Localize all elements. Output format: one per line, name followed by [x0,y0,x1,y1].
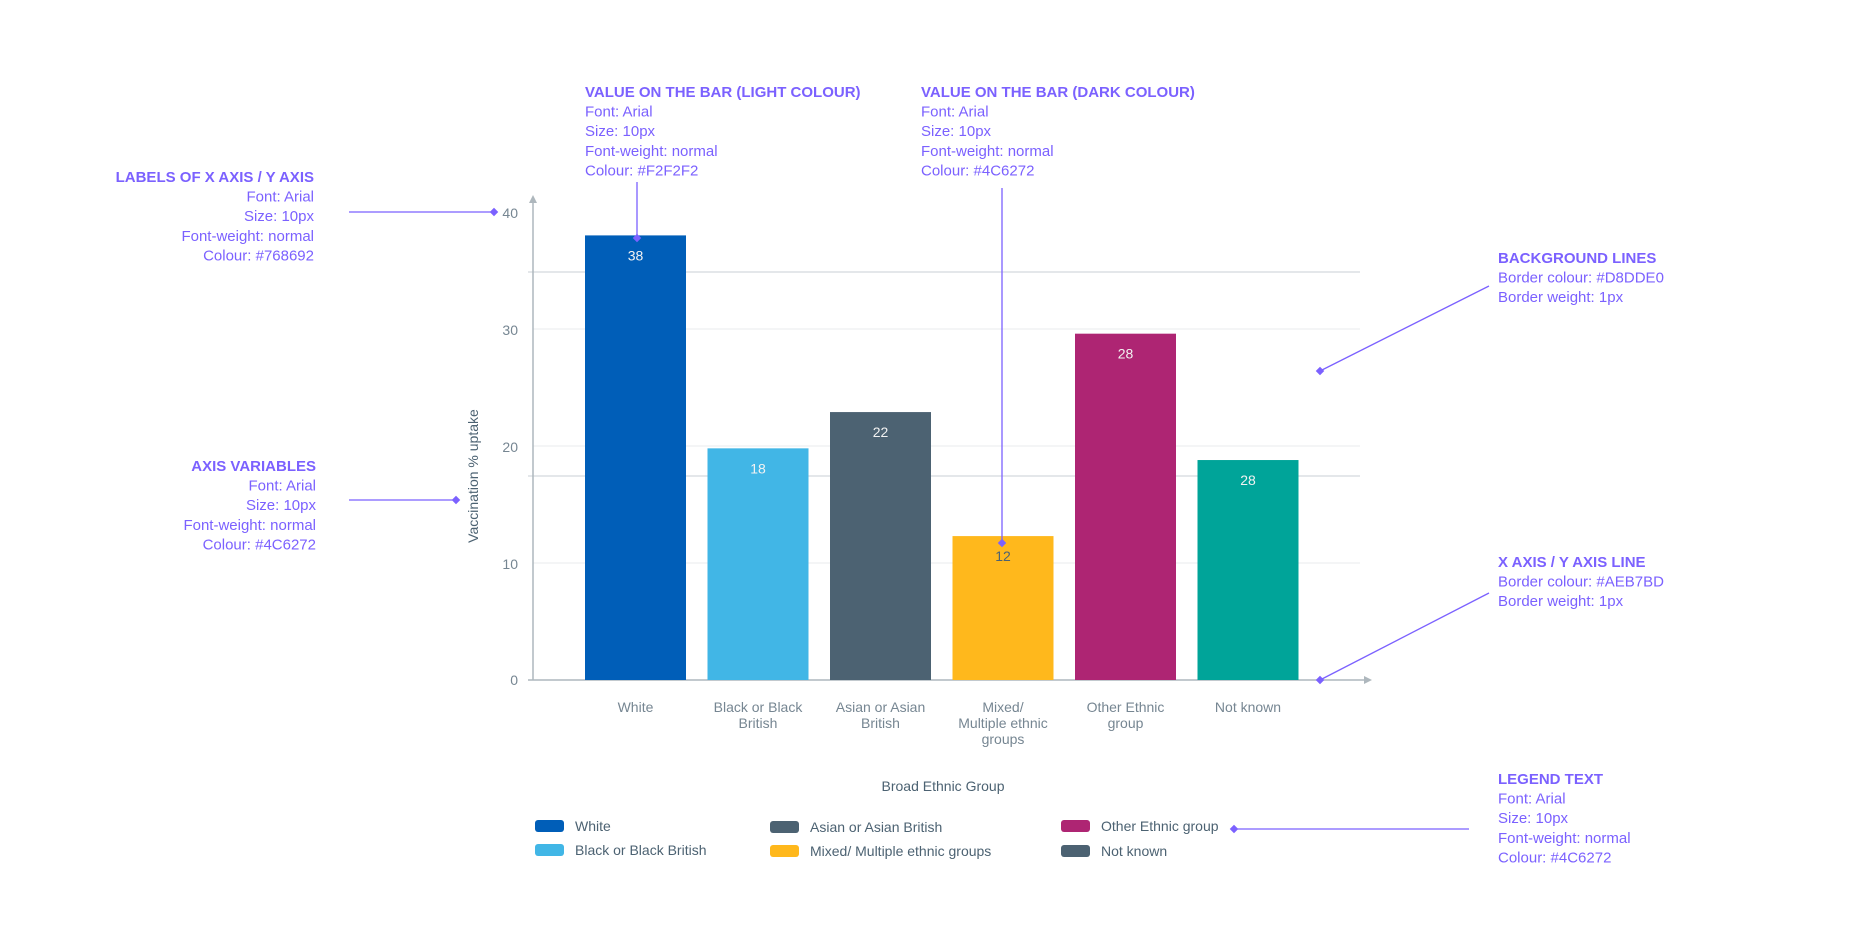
annotation-line: Font: Arial [248,478,316,495]
bar-value-label: 28 [1240,472,1256,488]
legend: White Black or Black British Asian or Asia… [535,818,1219,859]
pointer-line [1319,285,1490,372]
annotation-line: Font: Arial [246,189,314,206]
annotation-line: Font-weight: normal [585,143,718,160]
y-tick-label: 20 [502,439,518,455]
annotation-pointers [349,182,1490,834]
bar-value-labels: 38 18 22 12 28 28 [628,247,1256,564]
bars [585,235,1299,680]
x-axis-title: Broad Ethnic Group [882,778,1005,794]
annotation-axis-line: X AXIS / Y AXIS LINE Border colour: #AEB7… [1498,554,1664,610]
y-tick-label: 30 [502,322,518,338]
x-category-label: Mixed/ [982,699,1023,715]
y-tick-label: 40 [502,205,518,221]
annotation-title: VALUE ON THE BAR (DARK COLOUR) [921,84,1195,101]
legend-label: Other Ethnic group [1101,818,1219,834]
x-category-label: White [618,699,654,715]
pointer-marker [997,538,1007,548]
annotation-axis-variables: AXIS VARIABLES Font: Arial Size: 10px Font-… [183,458,316,553]
bar [707,448,809,680]
annotation-line: Size: 10px [1498,810,1569,827]
bar [1075,333,1176,680]
annotation-line: Font: Arial [585,104,653,121]
y-tick-label: 10 [502,556,518,572]
annotation-value-dark: VALUE ON THE BAR (DARK COLOUR) Font: Aria… [921,84,1195,179]
annotation-line: Font: Arial [921,104,989,121]
legend-label: White [575,818,611,834]
bar [585,235,686,680]
legend-swatch [535,844,564,856]
legend-label: Asian or Asian British [810,819,942,835]
annotation-legend-text: LEGEND TEXT Font: Arial Size: 10px Font-wei… [1498,771,1631,866]
bar [952,536,1054,680]
x-category-label: British [861,715,900,731]
bar-value-label: 38 [628,247,644,263]
x-category-label: group [1108,715,1144,731]
legend-label: Not known [1101,843,1167,859]
legend-swatch [770,845,799,857]
x-category-label: groups [982,731,1025,747]
x-category-label: Asian or Asian [836,699,926,715]
annotation-line: Size: 10px [585,123,656,140]
annotation-line: Colour: #4C6272 [1498,849,1611,866]
annotation-line: Border colour: #AEB7BD [1498,574,1664,591]
y-tick-labels: 0 10 20 30 40 [502,205,518,688]
x-axis-arrow [1364,676,1372,684]
pointer-marker [489,207,499,217]
pointer-marker [451,495,461,505]
legend-label: Mixed/ Multiple ethnic groups [810,843,991,859]
annotation-title: AXIS VARIABLES [191,458,316,475]
bar [1197,460,1299,680]
annotations: LABELS OF X AXIS / Y AXIS Font: Arial Size… [116,84,1664,866]
annotation-line: Font-weight: normal [183,517,316,534]
annotation-title: LEGEND TEXT [1498,771,1603,788]
x-category-label: Multiple ethnic [958,715,1048,731]
bar-value-label: 18 [750,460,766,476]
legend-swatch [770,821,799,833]
annotation-line: Font-weight: normal [1498,830,1631,847]
legend-label: Black or Black British [575,842,706,858]
annotation-line: Size: 10px [246,497,317,514]
x-category-label: Black or Black [714,699,804,715]
y-axis-arrow [529,195,537,203]
bar-value-label: 12 [995,548,1011,564]
annotation-line: Size: 10px [244,208,315,225]
annotation-title: VALUE ON THE BAR (LIGHT COLOUR) [585,84,861,101]
y-axis-title: Vaccination % uptake [465,409,481,543]
legend-swatch [1061,845,1090,857]
annotation-line: Colour: #768692 [203,247,314,264]
legend-swatch [535,820,564,832]
annotation-title: LABELS OF X AXIS / Y AXIS [116,169,314,186]
annotation-line: Size: 10px [921,123,992,140]
annotation-line: Colour: #4C6272 [921,162,1034,179]
pointer-line [1319,592,1490,681]
pointer-marker [1315,675,1325,685]
x-category-label: Other Ethnic [1087,699,1165,715]
annotation-value-light: VALUE ON THE BAR (LIGHT COLOUR) Font: Ari… [585,84,861,179]
x-category-label: Not known [1215,699,1281,715]
annotation-title: BACKGROUND LINES [1498,250,1656,267]
bar [830,412,931,680]
annotation-axis-labels: LABELS OF X AXIS / Y AXIS Font: Arial Size… [116,169,315,264]
y-tick-label: 0 [510,672,518,688]
annotation-line: Border colour: #D8DDE0 [1498,270,1664,287]
annotation-background-lines: BACKGROUND LINES Border colour: #D8DDE0 Bo… [1498,250,1664,306]
pointer-marker [1315,366,1325,376]
annotation-title: X AXIS / Y AXIS LINE [1498,554,1646,571]
x-category-label: British [739,715,778,731]
annotation-line: Colour: #F2F2F2 [585,162,698,179]
bar-value-label: 22 [873,424,889,440]
annotation-line: Border weight: 1px [1498,593,1624,610]
annotation-line: Font-weight: normal [921,143,1054,160]
pointer-marker [1229,824,1239,834]
annotation-line: Border weight: 1px [1498,289,1624,306]
annotation-line: Colour: #4C6272 [203,536,316,553]
bar-value-label: 28 [1118,346,1134,362]
annotation-line: Font-weight: normal [181,228,314,245]
annotation-line: Font: Arial [1498,791,1566,808]
legend-swatch [1061,820,1090,832]
